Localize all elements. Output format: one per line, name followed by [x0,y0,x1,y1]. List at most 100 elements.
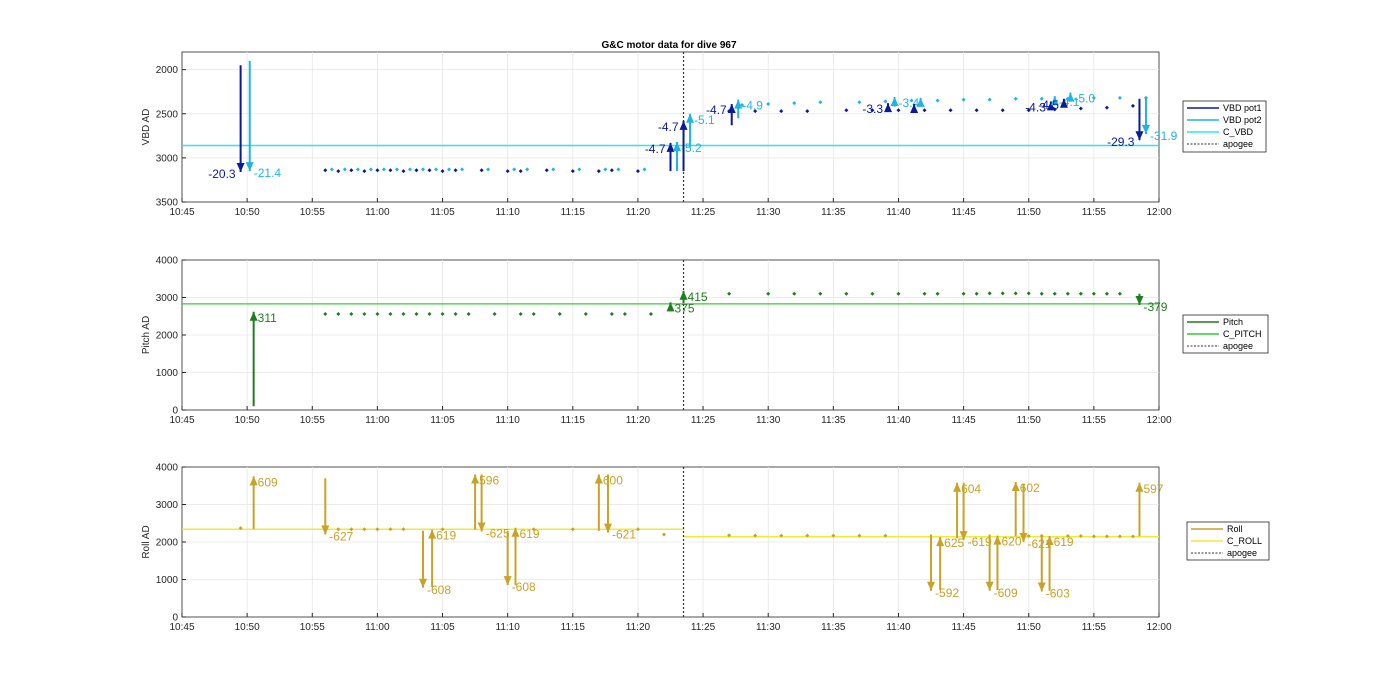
arrow-head [249,311,258,321]
pitch-point [323,312,328,316]
pot2-point [857,100,862,105]
x-tick-label: 11:20 [626,207,651,218]
x-tick-label: 11:30 [756,207,781,218]
legend-label: apogee [1227,548,1257,558]
legend-label: VBD pot1 [1223,103,1262,113]
arrow-head [1066,92,1075,102]
arrow-label: 600 [603,474,623,488]
axes-box [181,51,1160,203]
arrow-head [666,302,675,312]
arrow-head [1011,482,1020,491]
arrow-head [321,525,330,535]
arrow-head [236,163,245,172]
arrow-label: 311 [258,311,277,325]
pot2-point [792,101,797,106]
pot2-point [355,167,360,172]
arrow-head [666,142,675,152]
roll-point [440,527,445,532]
roll-point [336,527,341,532]
arrow-head [1141,125,1150,135]
y-tick-label: 1000 [156,575,179,586]
pot2-point [1091,95,1096,100]
legend-label: C_PITCH [1223,329,1262,339]
roll-point [531,527,536,532]
x-tick-label: 11:15 [561,622,586,633]
roll-point [1065,534,1070,538]
arrow-head [727,104,736,114]
y-axis-label: Roll AD [141,525,152,558]
pot2-point [818,100,823,105]
pot2-point [329,167,334,172]
roll-point [1091,534,1096,539]
arrow-label: -608 [512,580,536,594]
roll-point [883,533,888,538]
pot1-point [1104,105,1109,110]
x-tick-label: 12:00 [1146,207,1171,218]
x-tick-label: 11:10 [496,622,521,633]
pitch-point [388,312,393,316]
pitch-point [557,312,562,316]
legend-label: C_VBD [1223,127,1254,137]
pot2-point [1013,96,1018,101]
pitch-point [922,291,927,296]
roll-point [753,533,758,538]
pot2-point [551,167,556,172]
pitch-point [466,312,471,316]
arrow-label: 619 [1054,535,1074,549]
arrow-label: -4.3 [1025,100,1046,114]
arrow-label: -621 [1028,537,1052,551]
arrow-head [673,142,682,151]
pot2-point [447,167,452,172]
x-tick-label: 11:05 [430,207,455,218]
arrow-label: -31.9 [1150,129,1178,143]
arrow-head [1059,98,1068,108]
pot2-point [434,167,439,172]
pot1-point [362,169,367,174]
roll-point [570,527,575,532]
x-tick-label: 11:15 [561,207,586,218]
x-tick-label: 12:00 [1146,622,1171,633]
arrow-label: 609 [258,475,278,489]
arrow-label: -379 [1143,300,1167,314]
pitch-point [987,291,992,296]
x-tick-label: 11:20 [626,622,651,633]
y-tick-label: 3000 [156,293,179,304]
arrow-head [1135,296,1144,305]
x-tick-label: 11:35 [821,207,846,218]
pitch-point [518,312,523,316]
x-tick-label: 10:45 [169,207,194,218]
pot2-point [961,97,966,102]
pitch-point [935,291,940,296]
pot1-point [1000,108,1005,113]
x-tick-label: 11:40 [886,415,911,426]
arrow-label: -21.4 [254,166,282,180]
x-tick-label: 11:50 [1017,207,1042,218]
roll-point [1130,534,1135,539]
pot1-point [479,168,484,173]
pot1-point [1078,106,1083,111]
x-tick-label: 11:25 [691,415,716,426]
x-tick-label: 10:50 [235,415,260,426]
x-tick-label: 10:55 [300,622,325,633]
pitch-point [1065,291,1070,296]
x-tick-label: 11:45 [951,415,976,426]
x-tick-label: 11:35 [821,415,846,426]
x-tick-label: 11:00 [365,622,390,633]
pot2-point [577,167,582,172]
arrow-head [1045,536,1054,545]
pot1-point [323,168,328,173]
y-axis-label: Pitch AD [141,316,152,354]
arrow-head [890,97,899,106]
roll-point [805,533,810,538]
x-tick-label: 10:45 [169,622,194,633]
arrow-head [985,581,994,591]
pitch-point [1000,291,1005,296]
arrow-label: 415 [688,290,708,304]
arrow-label: -3.3 [862,102,883,116]
x-tick-label: 10:50 [235,207,260,218]
arrow-head [916,97,925,107]
pitch-point [609,312,614,316]
pot1-point [349,168,354,173]
x-tick-label: 10:55 [300,207,325,218]
pot2-point [603,167,608,172]
